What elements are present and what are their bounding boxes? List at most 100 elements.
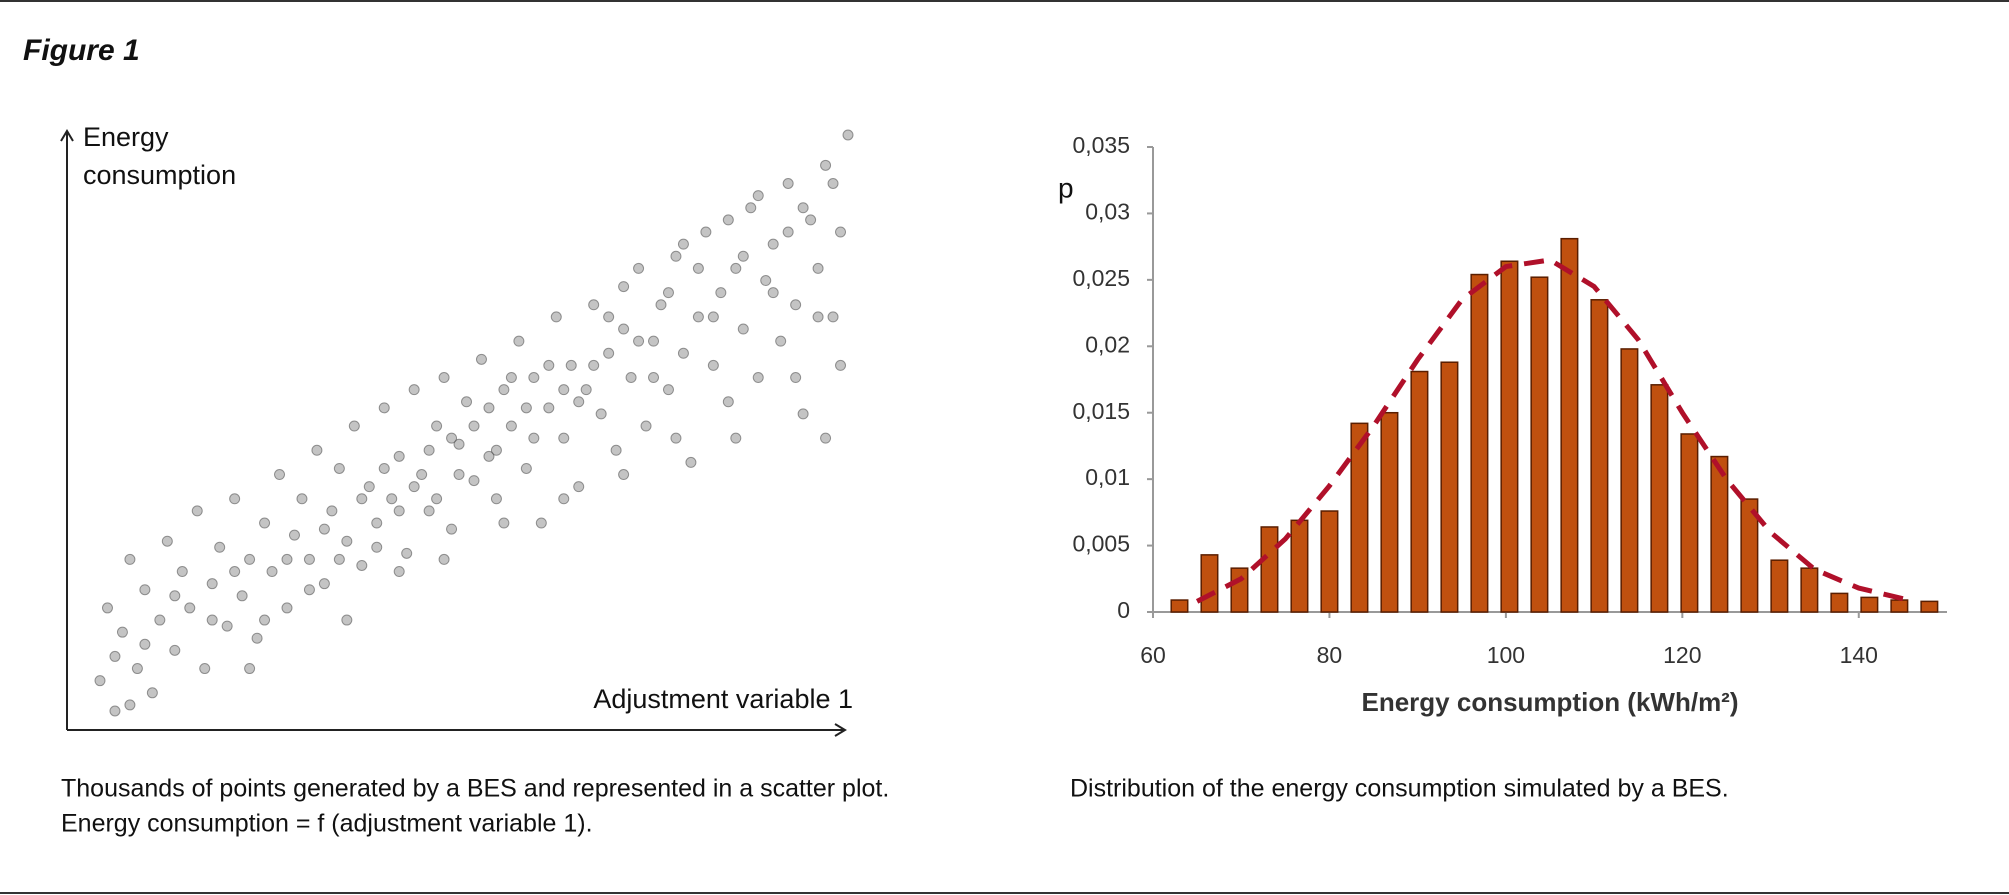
x-tick-label: 80	[1317, 642, 1343, 668]
point	[737, 250, 749, 262]
point	[827, 311, 839, 323]
bar	[1740, 498, 1759, 613]
point	[760, 275, 772, 287]
point	[835, 226, 847, 238]
point	[752, 190, 764, 202]
y-tick-label: 0,035	[1072, 132, 1130, 158]
point	[775, 335, 787, 347]
y-tick-label: 0,015	[1072, 398, 1130, 424]
point	[528, 432, 540, 444]
bar	[1500, 260, 1519, 613]
point	[438, 372, 450, 384]
point	[341, 535, 353, 547]
point	[229, 493, 241, 505]
point	[371, 517, 383, 529]
point	[820, 432, 832, 444]
point	[423, 444, 435, 456]
point	[124, 699, 136, 711]
point	[221, 620, 233, 632]
point	[692, 311, 704, 323]
point	[453, 438, 465, 450]
bar	[1620, 348, 1639, 613]
point	[543, 359, 555, 371]
point	[244, 553, 256, 565]
point	[281, 553, 293, 565]
point	[662, 287, 674, 299]
point	[146, 687, 158, 699]
point	[835, 359, 847, 371]
bar	[1260, 526, 1279, 613]
point	[94, 675, 106, 687]
point	[565, 359, 577, 371]
point	[603, 311, 615, 323]
point	[513, 335, 525, 347]
point	[670, 432, 682, 444]
point	[722, 396, 734, 408]
point	[573, 396, 585, 408]
bar	[1920, 600, 1939, 613]
point	[431, 493, 443, 505]
bar	[1230, 567, 1249, 613]
point	[745, 202, 757, 214]
point	[131, 663, 143, 675]
point	[251, 632, 263, 644]
point	[259, 517, 271, 529]
point	[558, 384, 570, 396]
bar	[1470, 273, 1489, 613]
point	[573, 481, 585, 493]
point	[797, 408, 809, 420]
bar	[1680, 433, 1699, 613]
point	[505, 372, 517, 384]
point	[468, 475, 480, 487]
y-label-line: consumption	[83, 160, 236, 190]
point	[124, 553, 136, 565]
point	[446, 523, 458, 535]
point	[154, 614, 166, 626]
point	[303, 553, 315, 565]
point	[655, 299, 667, 311]
point	[393, 505, 405, 517]
point	[707, 359, 719, 371]
fit-curve	[1195, 257, 1904, 604]
point	[101, 602, 113, 614]
point	[259, 614, 271, 626]
x-label: Adjustment variable 1	[593, 684, 853, 714]
bar	[1410, 370, 1429, 613]
bar	[1860, 596, 1879, 613]
point	[199, 663, 211, 675]
point	[109, 705, 121, 717]
point	[790, 372, 802, 384]
point	[431, 420, 443, 432]
point	[805, 214, 817, 226]
point	[116, 626, 128, 638]
bar	[1590, 299, 1609, 613]
point	[326, 505, 338, 517]
caption: Distribution of the energy consumption s…	[1070, 775, 1729, 803]
point	[333, 462, 345, 474]
y-tick-label: 0,03	[1085, 199, 1130, 225]
point	[610, 444, 622, 456]
point	[535, 517, 547, 529]
x-label: Energy consumption (kWh/m²)	[1362, 687, 1739, 717]
point	[371, 541, 383, 553]
point	[169, 590, 181, 602]
point	[453, 469, 465, 481]
y-tick-label: 0,025	[1072, 265, 1130, 291]
x-tick-label: 120	[1663, 642, 1701, 668]
point	[722, 214, 734, 226]
point	[550, 311, 562, 323]
y-tick-label: 0,01	[1085, 464, 1130, 490]
point	[378, 402, 390, 414]
point	[423, 505, 435, 517]
point	[281, 602, 293, 614]
point	[229, 566, 241, 578]
point	[393, 450, 405, 462]
point	[588, 299, 600, 311]
point	[498, 517, 510, 529]
point	[618, 323, 630, 335]
point	[505, 420, 517, 432]
point	[670, 250, 682, 262]
point	[528, 372, 540, 384]
point	[176, 566, 188, 578]
